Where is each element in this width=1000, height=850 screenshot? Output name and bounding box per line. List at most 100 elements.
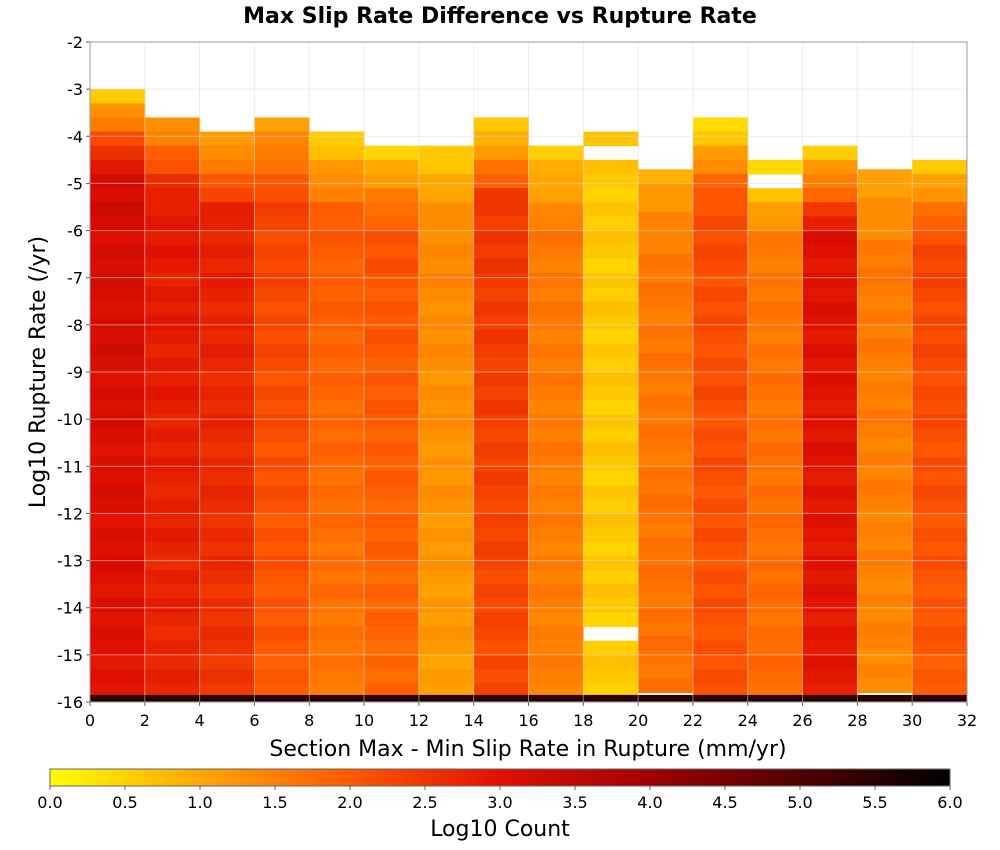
heatmap-cell <box>912 188 968 203</box>
heatmap-cell <box>747 202 804 217</box>
heatmap-cell <box>583 216 639 232</box>
heatmap-cell <box>912 372 968 387</box>
heatmap-cell <box>418 414 475 430</box>
heatmap-cell <box>802 640 858 656</box>
heatmap-cell <box>528 343 584 359</box>
heatmap-cell <box>638 367 694 382</box>
heatmap-cell <box>747 372 804 387</box>
heatmap-cell <box>364 400 420 415</box>
heatmap-cell <box>802 287 858 302</box>
heatmap-cell <box>747 499 804 514</box>
heatmap-cell <box>90 89 146 104</box>
heatmap-cell <box>912 400 968 415</box>
heatmap-cell <box>747 216 804 232</box>
heatmap-cell <box>254 145 310 161</box>
heatmap-cell <box>528 400 584 415</box>
heatmap-cell <box>583 386 639 401</box>
heatmap-cell <box>747 654 804 670</box>
heatmap-cell <box>747 428 804 444</box>
heatmap-cell <box>528 202 584 217</box>
heatmap-cell <box>692 669 749 684</box>
heatmap-cell <box>418 301 475 316</box>
heatmap-cell <box>802 471 858 486</box>
heatmap-cell <box>528 357 584 373</box>
y-tick-label: -5 <box>67 174 83 193</box>
heatmap-cell <box>473 188 529 203</box>
heatmap-cell <box>747 626 804 642</box>
heatmap-cell <box>199 230 255 246</box>
heatmap-cell <box>90 485 146 500</box>
heatmap-cell <box>857 678 913 694</box>
heatmap-cell <box>199 584 255 599</box>
heatmap-cell <box>473 357 529 373</box>
heatmap-cell <box>473 442 529 458</box>
heatmap-cell <box>309 640 365 656</box>
heatmap-cell <box>254 301 310 316</box>
heatmap-cell <box>199 386 255 401</box>
heatmap-cell <box>692 244 749 260</box>
heatmap-cell <box>912 301 968 316</box>
heatmap-cell <box>254 230 310 246</box>
heatmap-cell <box>473 654 529 670</box>
heatmap-cell <box>144 598 201 613</box>
heatmap-cell <box>583 188 639 203</box>
heatmap-cell <box>199 513 255 529</box>
heatmap-cell <box>199 301 255 316</box>
heatmap-cell <box>418 428 475 444</box>
heatmap-cell <box>364 159 420 175</box>
heatmap-cell <box>747 541 804 557</box>
heatmap-cell <box>583 669 639 684</box>
heatmap-cell <box>473 570 529 585</box>
heatmap-cell <box>364 485 420 500</box>
heatmap-cell <box>254 357 310 373</box>
heatmap-cell <box>144 174 201 189</box>
x-tick-label: 32 <box>957 711 977 730</box>
heatmap-cell <box>857 367 913 382</box>
heatmap-cell <box>364 216 420 232</box>
heatmap-cell <box>638 678 694 694</box>
heatmap-cell <box>473 343 529 359</box>
heatmap-cell <box>802 145 858 161</box>
heatmap-cell <box>802 400 858 415</box>
heatmap-cell <box>802 584 858 599</box>
heatmap-cell <box>747 301 804 316</box>
heatmap-cell <box>802 244 858 260</box>
heatmap-cell <box>912 202 968 217</box>
heatmap-cell <box>90 329 146 345</box>
heatmap-cell <box>747 527 804 543</box>
heatmap-cell <box>747 244 804 260</box>
x-axis-label: Section Max - Min Slip Rate in Rupture (… <box>269 737 786 762</box>
heatmap-cell <box>144 230 201 246</box>
heatmap-cell <box>90 456 146 472</box>
colorbar-tick-label: 0.5 <box>112 793 137 812</box>
heatmap-cell <box>90 117 146 133</box>
heatmap-cell <box>418 640 475 656</box>
heatmap-cell <box>199 683 255 696</box>
heatmap-cell <box>638 508 694 524</box>
heatmap-cell <box>747 471 804 486</box>
heatmap-cell <box>418 683 475 696</box>
heatmap-cell <box>199 485 255 500</box>
heatmap-cell <box>638 636 694 651</box>
heatmap-cell <box>418 273 475 288</box>
colorbar-tick-label: 2.0 <box>337 793 362 812</box>
heatmap-cell <box>144 159 201 175</box>
heatmap-cell <box>857 225 913 241</box>
heatmap-cell <box>912 273 968 288</box>
heatmap-cell <box>692 471 749 486</box>
heatmap-cell <box>692 654 749 670</box>
heatmap-cell <box>802 315 858 331</box>
heatmap-cell <box>692 329 749 345</box>
heatmap-cell <box>309 315 365 331</box>
heatmap-cell <box>802 230 858 246</box>
heatmap-cell <box>199 570 255 585</box>
heatmap-cell <box>254 513 310 529</box>
heatmap-cell <box>583 343 639 359</box>
heatmap-cell <box>418 499 475 514</box>
heatmap-cell <box>144 414 201 430</box>
heatmap-cell <box>583 428 639 444</box>
heatmap-cell <box>418 244 475 260</box>
heatmap-cell <box>309 683 365 696</box>
heatmap-cell <box>199 598 255 613</box>
heatmap-cell <box>90 499 146 514</box>
